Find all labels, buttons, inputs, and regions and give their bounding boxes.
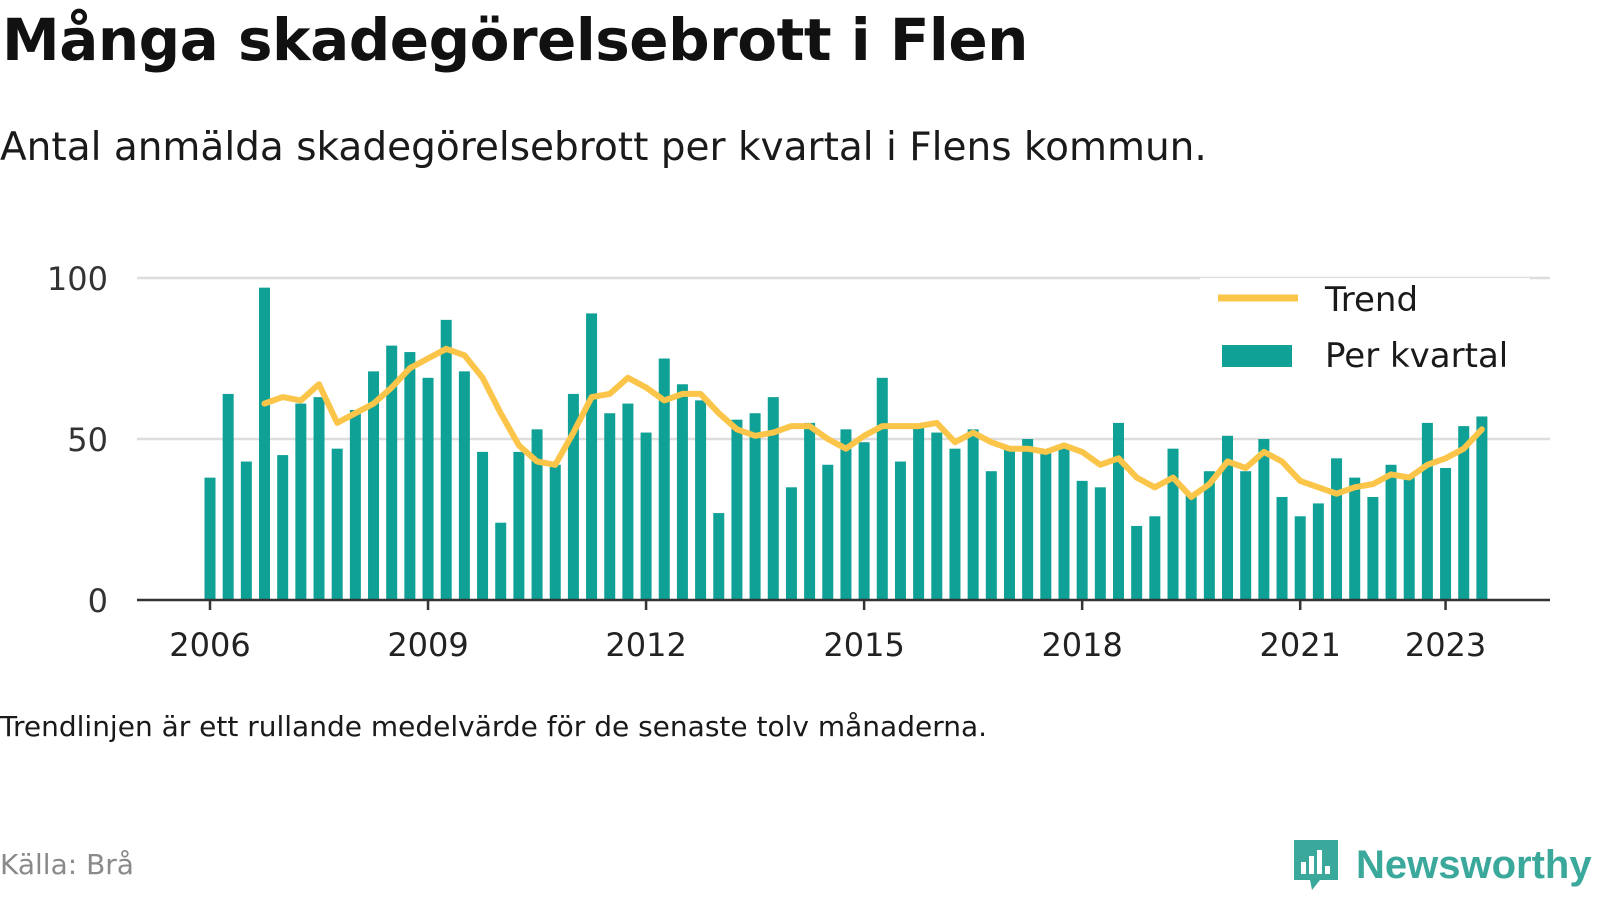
bar	[495, 522, 507, 600]
x-tick-label: 2012	[605, 626, 686, 664]
bar	[1203, 471, 1215, 600]
legend-bars-swatch	[1222, 345, 1292, 367]
bar	[386, 345, 398, 600]
chart-title: Många skadegörelsebrott i Flen	[2, 6, 1028, 74]
bar	[240, 461, 252, 600]
x-tick-label: 2021	[1259, 626, 1340, 664]
bar	[1476, 416, 1488, 600]
bar	[604, 413, 616, 600]
bars	[204, 287, 1488, 600]
x-tick-label: 2015	[823, 626, 904, 664]
bar	[513, 451, 525, 600]
bar	[1294, 516, 1306, 600]
bar	[404, 352, 416, 600]
bar	[1131, 525, 1143, 600]
bar	[1185, 493, 1197, 600]
bar	[567, 393, 579, 600]
bar	[1331, 458, 1343, 600]
bar	[894, 461, 906, 600]
bar	[1349, 477, 1361, 600]
bar	[1258, 439, 1270, 600]
bar	[1076, 480, 1088, 600]
bar	[204, 477, 216, 600]
bar	[1367, 496, 1379, 600]
bar	[295, 403, 307, 600]
bar	[422, 377, 434, 600]
y-tick-label: 50	[67, 421, 108, 459]
bar	[1058, 445, 1070, 600]
bar	[531, 429, 543, 600]
bar	[586, 313, 598, 600]
trend-line	[261, 345, 1485, 500]
y-tick-label: 100	[47, 260, 108, 298]
bar	[1403, 477, 1415, 600]
bar	[931, 432, 943, 600]
brand-name: Newsworthy	[1356, 842, 1592, 887]
x-tick-label: 2018	[1041, 626, 1122, 664]
bar	[858, 442, 870, 600]
bar	[440, 319, 452, 600]
newsworthy-icon	[1294, 840, 1338, 890]
bar	[1440, 467, 1452, 600]
bar	[458, 371, 470, 600]
x-tick-label: 2023	[1405, 626, 1486, 664]
bar	[1149, 516, 1161, 600]
bar	[1458, 426, 1470, 600]
bar	[277, 455, 289, 600]
source-text: Källa: Brå	[0, 848, 134, 881]
bar	[349, 410, 361, 600]
legend: Trend Per kvartal	[1200, 278, 1530, 388]
bar	[368, 371, 380, 600]
bar	[313, 397, 325, 600]
legend-bars-label: Per kvartal	[1325, 336, 1508, 376]
bar	[876, 377, 888, 600]
x-tick-label: 2009	[387, 626, 468, 664]
bar	[749, 413, 761, 600]
bar	[676, 384, 688, 600]
bar	[913, 426, 925, 600]
y-tick-label: 0	[88, 582, 108, 620]
bar	[549, 464, 561, 600]
bar	[1240, 471, 1252, 600]
bar	[967, 429, 979, 600]
bar	[785, 487, 797, 600]
bar	[331, 448, 343, 600]
bar	[1040, 451, 1052, 600]
bar	[1113, 422, 1124, 600]
x-tick-label: 2006	[169, 626, 250, 664]
x-axis-ticks: 2006 2009 2012 2015 2018 2021 2023	[169, 600, 1486, 664]
bar	[1094, 487, 1106, 600]
bar	[622, 403, 634, 600]
bar	[1022, 439, 1034, 600]
legend-trend-label: Trend	[1324, 280, 1418, 320]
bar	[1385, 464, 1397, 600]
bar	[259, 287, 271, 600]
bar	[477, 451, 489, 600]
bar	[695, 400, 707, 600]
bar	[1421, 422, 1433, 600]
bar	[840, 429, 852, 600]
bar	[658, 358, 670, 600]
bar	[640, 432, 652, 600]
bar	[1222, 435, 1234, 600]
brand-logo[interactable]: Newsworthy	[1290, 835, 1592, 895]
bar	[949, 448, 961, 600]
bar	[222, 393, 234, 600]
trend-line-group	[261, 345, 1485, 500]
bar	[985, 471, 997, 600]
bar	[731, 419, 743, 600]
bar	[1276, 496, 1288, 600]
bar	[804, 422, 816, 600]
bar	[1003, 448, 1015, 600]
bar	[1312, 503, 1324, 600]
bar	[822, 464, 834, 600]
footnote: Trendlinjen är ett rullande medelvärde f…	[0, 710, 988, 743]
bar	[1167, 448, 1179, 600]
chart-subtitle: Antal anmälda skadegörelsebrott per kvar…	[0, 125, 1207, 170]
bar	[713, 513, 725, 600]
y-axis-ticks: 0 50 100	[47, 260, 108, 620]
bar	[767, 397, 779, 600]
